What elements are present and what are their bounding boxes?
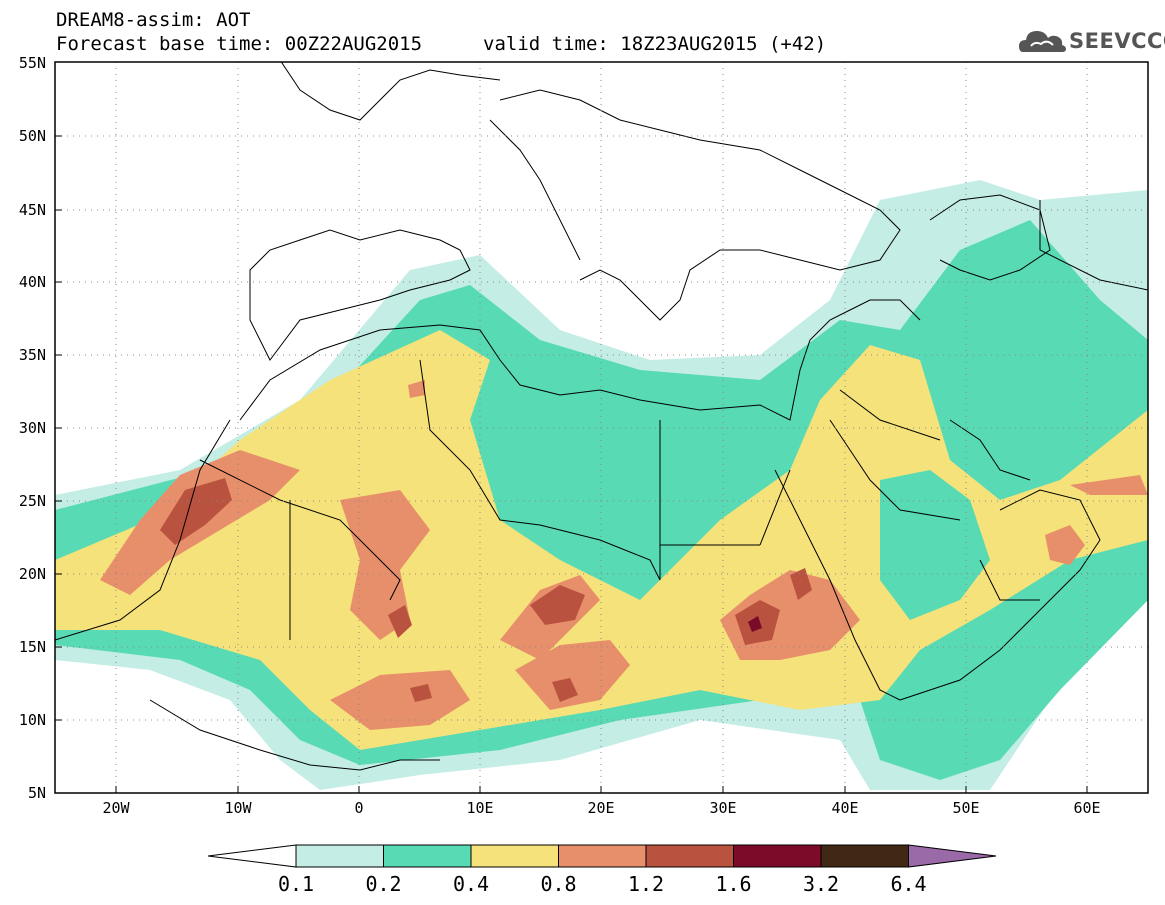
coastlines <box>55 62 1148 771</box>
colorbar-label: 0.2 <box>365 872 402 896</box>
lon-label: 60E <box>1073 799 1100 817</box>
colorbar-over-arrow <box>908 844 997 868</box>
seevccc-logo: SEEVCCC <box>1017 24 1165 58</box>
graticule <box>55 62 1148 793</box>
lon-label: 10E <box>466 799 493 817</box>
aot-band-1.2 <box>552 678 578 702</box>
aot-band-0.4 <box>55 330 1148 750</box>
colorbar-swatch <box>645 844 734 868</box>
lon-label: 40E <box>831 799 858 817</box>
lon-label: 20W <box>102 799 130 817</box>
aot-band-1.2 <box>160 478 232 545</box>
lon-labels: 20W 10W 0 10E 20E 30E 40E 50E 60E <box>102 799 1100 817</box>
colorbar-swatch <box>820 844 909 868</box>
aot-band-0.8 <box>1070 475 1148 495</box>
lat-label: 30N <box>19 419 46 437</box>
lat-label: 55N <box>19 54 46 72</box>
valid-time: valid time: 18Z23AUG2015 (+42) <box>483 33 827 55</box>
aot-band-1.2 <box>790 568 812 600</box>
colorbar-label: 1.2 <box>627 872 665 896</box>
lat-label: 20N <box>19 565 46 583</box>
lon-label: 30E <box>709 799 736 817</box>
aot-band-1.2 <box>388 605 412 638</box>
aot-band-0.8 <box>408 380 425 398</box>
aot-band-0.8 <box>1045 525 1085 565</box>
forecast-base-time: Forecast base time: 00Z22AUG2015 <box>56 33 423 55</box>
aot-pocket-0.2 <box>500 390 760 570</box>
cloud-icon <box>1019 31 1066 52</box>
lat-label: 40N <box>19 273 46 291</box>
lat-label: 45N <box>19 201 46 219</box>
colorbar-swatch <box>383 844 472 868</box>
lat-label: 25N <box>19 492 46 510</box>
logo-text: SEEVCCC <box>1069 29 1165 53</box>
lat-label: 35N <box>19 346 46 364</box>
colorbar-label: 0.4 <box>452 872 490 896</box>
lon-label: 20E <box>587 799 614 817</box>
colorbar-swatch <box>558 844 647 868</box>
aot-band-1.2 <box>410 684 432 702</box>
aot-band-0.8 <box>330 670 470 730</box>
map-title: DREAM8-assim: AOT <box>56 9 251 31</box>
colorbar-swatch <box>295 844 384 868</box>
aot-band-1.2 <box>530 585 585 625</box>
lat-label: 10N <box>19 711 46 729</box>
colorbar-swatch <box>470 844 559 868</box>
colorbar-label: 0.8 <box>540 872 577 896</box>
tick-marks <box>55 135 1088 793</box>
lat-label: 50N <box>19 127 46 145</box>
aot-pocket-0.2 <box>880 470 990 620</box>
lon-label: 0 <box>354 799 363 817</box>
lon-label: 10W <box>224 799 252 817</box>
colorbar-swatch <box>733 844 822 868</box>
colorbar-label: 1.6 <box>715 872 752 896</box>
lat-label: 5N <box>28 784 46 802</box>
lat-label: 15N <box>19 638 46 656</box>
lat-labels: 55N 50N 45N 40N 35N 30N 25N 20N 15N 10N … <box>19 54 46 802</box>
colorbar-label: 0.1 <box>277 872 315 896</box>
colorbar-label: 6.4 <box>890 872 927 896</box>
aot-band-1.6 <box>748 616 762 632</box>
lon-label: 50E <box>952 799 979 817</box>
colorbar <box>207 844 997 868</box>
colorbar-under-arrow <box>207 844 297 868</box>
colorbar-label: 3.2 <box>802 872 840 896</box>
